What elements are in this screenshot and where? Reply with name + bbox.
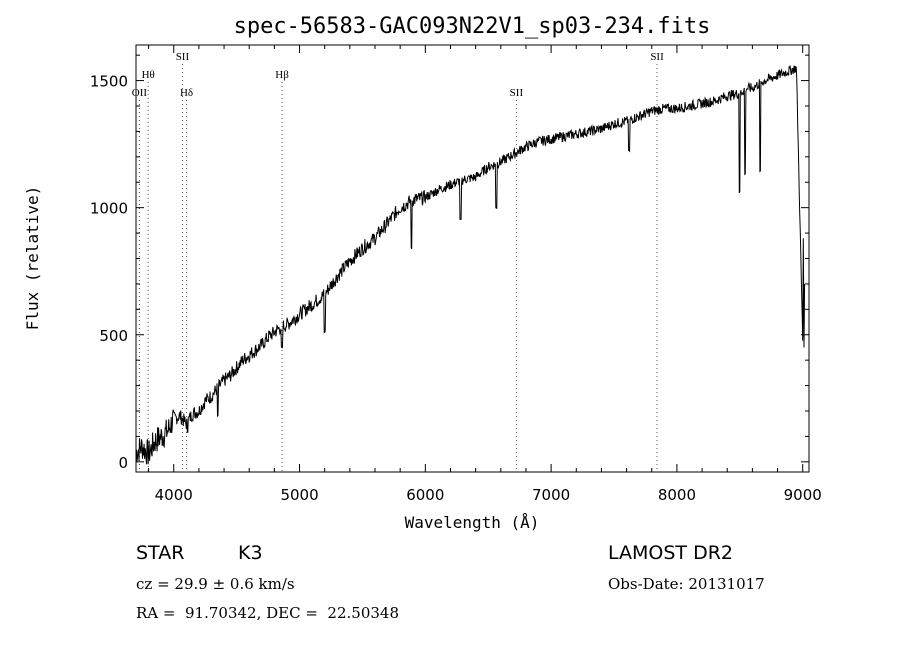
plot-frame [135,44,810,473]
flux-series [135,65,806,465]
object-class: STAR [136,542,185,564]
axes: 4000 5000 6000 7000 8000 9000 0 500 1000 1500 [90,45,822,504]
survey-label: LAMOST DR2 [608,542,733,564]
line-marker-label: Hθ [142,69,155,81]
line-marker-label: SII [176,51,190,63]
x-tick-label: 5000 [280,486,318,504]
line-marker-label: Hδ [180,87,193,99]
y-tick-label: 0 [118,454,128,472]
obs-date: Obs-Date: 20131017 [608,575,765,593]
line-marker-label: Hβ [275,69,289,81]
line-marker-label: OII [132,87,148,99]
coordinates: RA = 91.70342, DEC = 22.50348 [136,604,400,622]
x-tick-label: 9000 [784,486,822,504]
chart-title: spec-56583-GAC093N22V1_sp03-234.fits [234,14,711,39]
x-axis-label: Wavelength (Å) [405,513,540,532]
x-tick-label: 8000 [658,486,696,504]
line-marker-label: SII [650,51,664,63]
x-tick-label: 7000 [532,486,570,504]
redshift-readout: cz = 29.9 ± 0.6 km/s [136,575,295,593]
x-tick-label: 6000 [406,486,444,504]
object-subclass: K3 [238,542,263,564]
y-tick-label: 1500 [90,73,128,91]
x-tick-label: 4000 [155,486,193,504]
line-marker-label: SII [510,87,524,99]
y-tick-label: 1000 [90,200,128,218]
y-axis-label: Flux (relative) [23,186,42,331]
flux-line [135,65,806,465]
spectral-line-markers: OII Hθ SII Hδ Hβ SII SII [132,51,664,472]
y-tick-label: 500 [99,327,128,345]
